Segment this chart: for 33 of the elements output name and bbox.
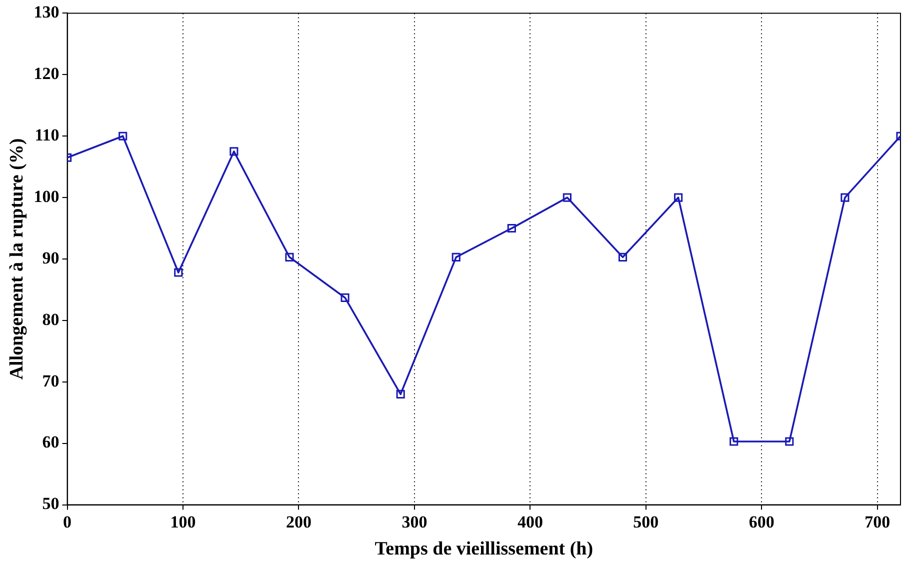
point [118,132,128,140]
y-tick-label: 50 [42,494,60,514]
y-tick-label: 120 [34,64,60,84]
y-tick-label: 70 [42,371,60,390]
point [674,193,683,202]
y-tick-label: 80 [42,310,60,329]
x-tick-label: 200 [286,512,312,532]
x-tick-label: 700 [864,512,890,532]
point [840,193,850,202]
point [452,252,460,262]
y-tick-label: 90 [42,248,60,268]
x-tick-label: 600 [748,512,774,532]
x-tick-label: 0 [63,512,72,532]
x-axis-title: Temps de vieillissement (h) [374,538,594,560]
x-tick-label: 100 [170,512,196,532]
point [507,224,516,233]
y-tick-label: 100 [34,186,60,206]
y-tick-label: 60 [42,432,60,452]
point [730,437,738,446]
y-tick-label: 110 [34,125,60,144]
y-axis-title: Allongement à la rupture (%) [6,138,28,380]
point [285,252,294,262]
point [174,268,183,277]
point [230,147,238,156]
point [396,390,405,398]
point [340,293,350,302]
point [618,252,628,262]
x-tick-label: 400 [517,512,543,532]
point [785,437,794,446]
x-tick-label: 300 [402,512,428,532]
point [562,193,572,202]
x-tick-label: 500 [633,512,659,532]
y-tick-label: 130 [34,2,60,22]
